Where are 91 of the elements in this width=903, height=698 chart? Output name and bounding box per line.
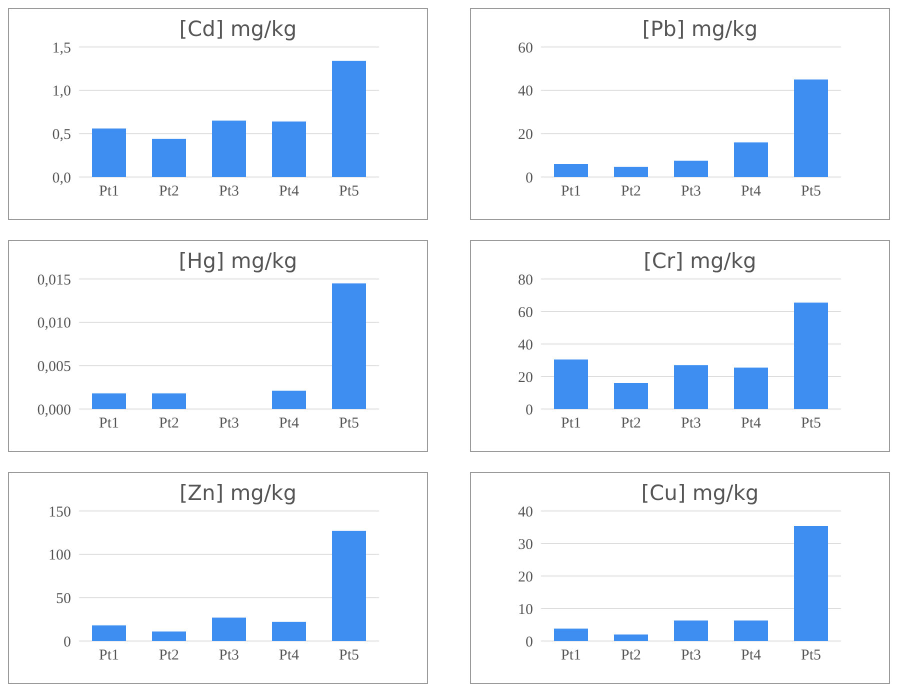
- y-tick-label: 60: [518, 304, 533, 321]
- bar: [614, 383, 648, 409]
- y-tick-label: 100: [48, 548, 71, 564]
- bar: [152, 631, 186, 641]
- x-tick-label: Pt4: [740, 184, 762, 200]
- bar: [332, 530, 366, 641]
- bar: [272, 122, 306, 177]
- x-tick-label: Pt3: [680, 648, 702, 664]
- bar: [554, 628, 588, 641]
- y-tick-label: 150: [48, 504, 71, 520]
- bar: [794, 526, 828, 641]
- bar: [92, 393, 126, 409]
- y-tick-label: 1,0: [52, 84, 71, 100]
- x-tick-label: Pt5: [800, 648, 822, 664]
- x-tick-label: Pt4: [278, 648, 300, 664]
- x-tick-label: Pt1: [98, 648, 120, 664]
- bar: [554, 164, 588, 177]
- x-tick-label: Pt2: [158, 184, 180, 200]
- bar: [674, 160, 708, 177]
- x-tick-label: Pt1: [98, 416, 120, 432]
- bar: [332, 60, 366, 177]
- y-tick-label: 0: [64, 634, 71, 650]
- bar: [794, 302, 828, 409]
- bar: [272, 390, 306, 409]
- bar: [734, 142, 768, 177]
- bar: [332, 283, 366, 409]
- x-tick-label: Pt3: [680, 416, 702, 432]
- bar: [92, 625, 126, 641]
- x-tick-label: Pt4: [740, 416, 762, 432]
- bar: [212, 618, 246, 641]
- bar: [614, 634, 648, 641]
- x-tick-label: Pt4: [740, 648, 762, 664]
- y-tick-label: 20: [518, 126, 533, 143]
- chart-title: [Cu] mg/kg: [640, 481, 760, 505]
- bar: [794, 80, 828, 177]
- y-tick-label: 40: [518, 337, 533, 354]
- y-tick-label: 0: [526, 634, 533, 650]
- x-tick-label: Pt1: [560, 416, 582, 432]
- y-tick-label: 40: [518, 84, 533, 100]
- x-tick-label: Pt2: [158, 648, 180, 664]
- chart-title: [Hg] mg/kg: [178, 249, 298, 273]
- x-tick-label: Pt1: [560, 184, 582, 200]
- x-tick-label: Pt4: [278, 184, 300, 200]
- chart-title: [Cd] mg/kg: [178, 17, 298, 41]
- x-tick-label: Pt1: [560, 648, 582, 664]
- y-tick-label: 0,015: [37, 272, 71, 288]
- y-tick-label: 1,5: [52, 40, 71, 56]
- x-tick-label: Pt2: [620, 416, 642, 432]
- bar: [152, 393, 186, 409]
- y-tick-label: 40: [518, 504, 533, 520]
- bar: [614, 166, 648, 177]
- x-tick-label: Pt3: [218, 184, 240, 200]
- y-tick-label: 60: [518, 40, 533, 56]
- bar: [674, 365, 708, 409]
- y-tick-label: 0,0: [52, 170, 71, 186]
- x-tick-label: Pt5: [338, 184, 360, 200]
- bar: [674, 620, 708, 641]
- y-tick-label: 0,5: [52, 126, 71, 143]
- y-tick-label: 20: [518, 370, 533, 386]
- x-tick-label: Pt3: [218, 648, 240, 664]
- x-tick-label: Pt4: [278, 416, 300, 432]
- x-tick-label: Pt3: [218, 416, 240, 432]
- x-tick-label: Pt5: [800, 184, 822, 200]
- x-tick-label: Pt5: [338, 648, 360, 664]
- x-tick-label: Pt3: [680, 184, 702, 200]
- x-tick-label: Pt5: [800, 416, 822, 432]
- y-tick-label: 0,010: [37, 316, 71, 332]
- chart-title: [Pb] mg/kg: [641, 17, 759, 41]
- bar: [212, 120, 246, 177]
- chart-title: [Cr] mg/kg: [642, 249, 758, 273]
- y-tick-label: 0,005: [37, 358, 71, 375]
- y-tick-label: 30: [518, 536, 533, 553]
- bar: [152, 138, 186, 177]
- y-tick-label: 0: [526, 170, 533, 186]
- chart-title: [Zn] mg/kg: [178, 481, 298, 505]
- bar: [734, 368, 768, 409]
- bar: [272, 622, 306, 641]
- y-tick-label: 50: [56, 590, 71, 607]
- bar: [734, 620, 768, 641]
- bar: [554, 359, 588, 409]
- x-tick-label: Pt2: [620, 184, 642, 200]
- x-tick-label: Pt5: [338, 416, 360, 432]
- y-tick-label: 20: [518, 569, 533, 586]
- y-tick-label: 80: [518, 272, 533, 288]
- x-tick-label: Pt2: [620, 648, 642, 664]
- y-tick-label: 10: [518, 602, 533, 618]
- x-tick-label: Pt1: [98, 184, 120, 200]
- x-tick-label: Pt2: [158, 416, 180, 432]
- y-tick-label: 0,000: [37, 402, 71, 418]
- bar: [92, 128, 126, 177]
- y-tick-label: 0: [526, 402, 533, 418]
